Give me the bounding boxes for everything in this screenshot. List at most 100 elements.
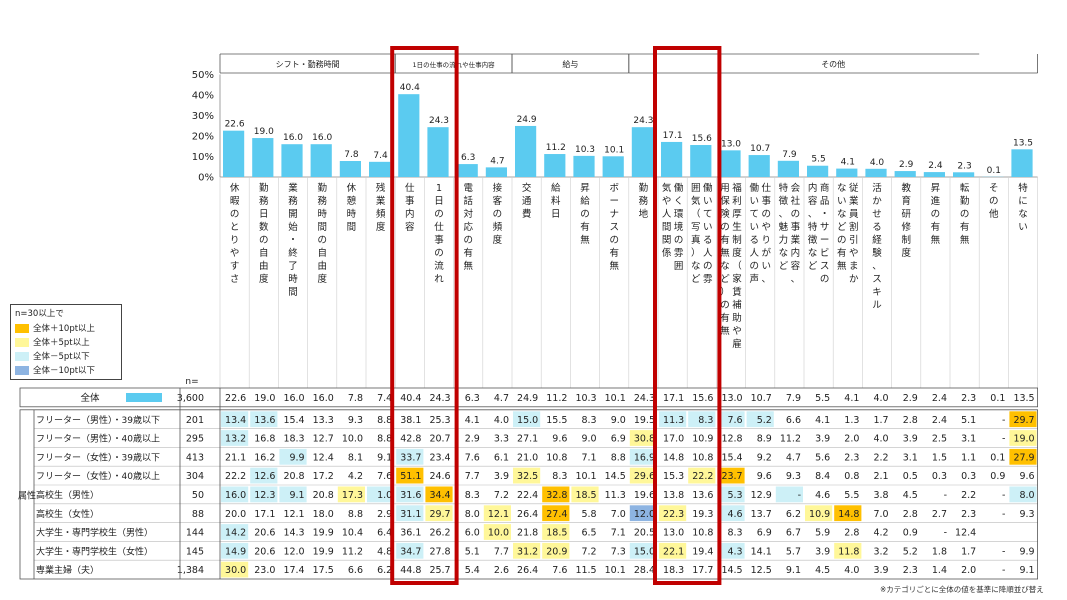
category-label: 残業頻度 (376, 182, 386, 233)
category-label-char: の (259, 235, 269, 246)
category-label-char: ー (609, 196, 619, 207)
bar-value-label: 13.0 (721, 139, 741, 149)
category-label-char: 無 (580, 234, 590, 246)
category-label-char: 昇 (580, 183, 590, 194)
category-label: 勤務日数の自由度 (259, 182, 269, 285)
table-cell: 14.5 (605, 471, 626, 482)
bar-value-label: 7.4 (373, 151, 388, 161)
table-cell: 21.1 (225, 452, 246, 463)
table-cell: 18.3 (283, 434, 304, 445)
table-cell: 4.1 (465, 415, 480, 426)
table-cell: 17.0 (663, 434, 684, 445)
bar-value-label: 16.0 (312, 133, 332, 143)
group-label: 給与 (562, 59, 578, 69)
bar (748, 155, 770, 177)
table-cell: 6.5 (581, 528, 596, 539)
table-cell: 1.4 (932, 565, 947, 576)
category-label-char: て (749, 209, 759, 220)
table-cell: 2.0 (844, 434, 859, 445)
table-cell: 17.3 (342, 490, 363, 501)
table-cell: - (1002, 565, 1005, 576)
category-label-char: 昇 (931, 183, 941, 194)
category-label-char: に (1018, 196, 1028, 207)
bar-value-label: 2.9 (899, 160, 914, 170)
category-label-char: 助 (732, 312, 742, 324)
table-cell: 38.1 (400, 415, 421, 426)
table-cell: 14.8 (838, 509, 859, 520)
total-row-cell: 4.1 (844, 393, 859, 404)
bar-value-label: 24.3 (429, 116, 449, 126)
category-label-char: 憩 (347, 195, 357, 207)
highlight-cell (337, 486, 365, 503)
bar (719, 150, 741, 177)
row-label: 高校生（女性） (36, 508, 99, 520)
table-cell: 11.8 (838, 546, 859, 557)
category-label-char: な (691, 261, 701, 272)
table-cell: 15.4 (721, 452, 742, 463)
table-cell: 5.3 (727, 490, 742, 501)
category-label-char: 勤 (960, 195, 970, 207)
table-cell: 8.0 (1019, 490, 1034, 501)
table-cell: 20.6 (254, 546, 275, 557)
category-label-char: の (761, 209, 771, 220)
table-cell: 14.2 (225, 528, 246, 539)
table-cell: 22.3 (663, 509, 684, 520)
category-label-char: ま (849, 261, 859, 272)
highlight-frame (390, 46, 459, 585)
table-cell: 25.3 (429, 415, 450, 426)
category-label-char: 無 (837, 260, 847, 272)
table-cell: 5.9 (815, 528, 830, 539)
bar (661, 141, 683, 177)
category-label-char: 終 (288, 247, 298, 259)
table-cell: 4.5 (903, 490, 918, 501)
table-cell: 12.9 (751, 490, 772, 501)
category-label-char: 務 (639, 195, 649, 207)
category-label: 勤務時間の自由度 (317, 182, 327, 285)
table-cell: 19.6 (634, 490, 655, 501)
category-label-char: 経 (872, 234, 882, 246)
table-cell: 9.1 (786, 565, 801, 576)
category-label-char: る (749, 235, 759, 246)
category-label-char: 自 (317, 247, 327, 259)
table-cell: 3.9 (873, 565, 888, 576)
category-label-char: 制 (732, 234, 742, 246)
category-label-char: 賃 (732, 286, 742, 298)
category-label-char: ど (691, 274, 701, 285)
category-label-char: 1 (436, 183, 442, 194)
table-cell: 0.5 (903, 471, 918, 482)
category-label-char: 休 (347, 182, 357, 194)
bar-value-label: 11.2 (546, 143, 566, 153)
table-cell: 20.8 (283, 471, 304, 482)
row-n: 304 (186, 471, 204, 482)
total-row-cell: 24.9 (517, 393, 538, 404)
category-label-char: 度 (493, 234, 503, 246)
category-label-char: 生 (732, 221, 742, 233)
category-label-char: ス (609, 222, 619, 233)
category-label-char: 用 (720, 183, 730, 194)
bar (456, 164, 478, 177)
row-label: 大学生・専門学校生（男性） (36, 527, 153, 539)
category-label-char: キ (872, 287, 882, 298)
highlight-cell (717, 467, 745, 484)
category-label-char: の (820, 274, 830, 285)
table-cell: 30.8 (634, 434, 655, 445)
table-cell: 34.4 (429, 490, 450, 501)
category-label-char: の (674, 235, 684, 246)
table-cell: 25.7 (429, 565, 450, 576)
table-cell: 9.1 (1019, 565, 1034, 576)
category-label: 働く環境の雰囲 (674, 182, 684, 272)
table-cell: 7.7 (494, 546, 509, 557)
bar (602, 156, 624, 177)
bar (485, 167, 507, 177)
highlight-cell (542, 542, 570, 559)
table-cell: 7.2 (581, 546, 596, 557)
category-label-char: 育 (901, 195, 911, 207)
table-cell: 5.1 (465, 546, 480, 557)
category-label-char: 商 (820, 182, 830, 194)
table-cell: 10.0 (488, 528, 509, 539)
total-row-cell: 13.0 (721, 393, 742, 404)
y-tick-label: 10% (192, 152, 214, 163)
bar (281, 144, 303, 177)
category-label-char: 転 (960, 183, 970, 194)
table-cell: 4.8 (377, 546, 392, 557)
